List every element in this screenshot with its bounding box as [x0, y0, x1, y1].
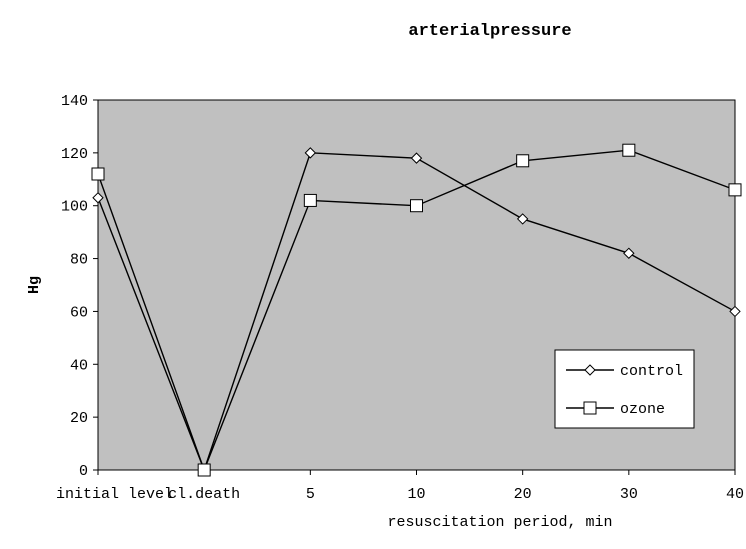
x-tick-label: cl.death [168, 486, 240, 503]
data-point-ozone [516, 154, 530, 168]
y-tick-label: 100 [61, 199, 88, 216]
data-point-ozone [303, 193, 317, 207]
y-tick-label: 80 [70, 252, 88, 269]
y-tick-label: 120 [61, 146, 88, 163]
data-point-ozone [728, 183, 742, 197]
x-tick-label: 10 [407, 486, 425, 503]
legend-label: ozone [620, 401, 665, 418]
y-axis-label: Hg [26, 276, 43, 294]
legend: control ozone [554, 349, 695, 429]
data-point-control [516, 213, 529, 225]
legend-items: control ozone [566, 363, 683, 418]
y-tick-label: 40 [70, 357, 88, 374]
y-tick-label: 140 [61, 93, 88, 110]
data-point-control [92, 192, 104, 204]
x-tick-label: 30 [620, 486, 638, 503]
data-point-control [410, 152, 423, 164]
legend-marker-ozone [583, 401, 597, 415]
y-tick-label: 20 [70, 410, 88, 427]
x-tick-label: initial level [56, 486, 173, 503]
data-point-ozone [197, 463, 211, 477]
y-tick-label: 60 [70, 304, 88, 321]
data-point-control [304, 147, 317, 159]
data-point-control [623, 247, 635, 259]
legend-item-ozone: ozone [566, 401, 665, 418]
y-tick-label: 0 [79, 463, 88, 480]
x-axis-label: resuscitation period, min [387, 514, 612, 531]
data-point-ozone [622, 143, 636, 157]
series-layer [91, 143, 742, 477]
chart-title: arterialpressure [408, 22, 571, 41]
legend-label: control [620, 363, 683, 380]
y-axis: 0 20 40 60 80 100 120 140 [61, 93, 98, 480]
x-tick-label: 20 [514, 486, 532, 503]
data-point-ozone [91, 167, 105, 181]
data-point-control [729, 305, 741, 318]
data-point-ozone [410, 199, 423, 213]
series-ozone [91, 143, 742, 477]
legend-item-control: control [566, 363, 683, 380]
x-tick-label: 5 [306, 486, 315, 503]
legend-box [554, 349, 695, 429]
legend-marker-control [584, 364, 596, 376]
x-tick-label: 40 [726, 486, 744, 503]
